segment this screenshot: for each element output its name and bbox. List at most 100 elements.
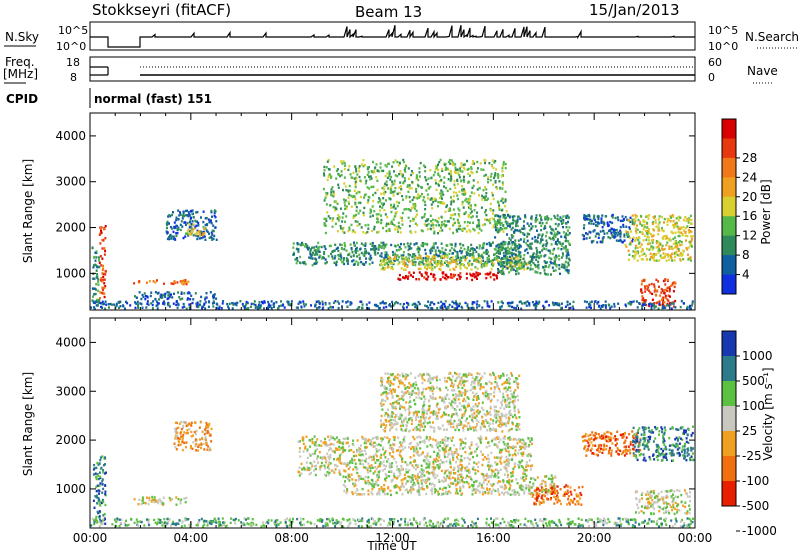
data-cell (420, 255, 422, 257)
data-cell (586, 237, 588, 239)
data-cell (422, 242, 424, 244)
data-cell (405, 468, 407, 470)
data-cell (395, 174, 397, 176)
data-cell (313, 461, 315, 463)
data-cell (351, 459, 353, 461)
data-cell (181, 428, 183, 430)
data-cell (414, 450, 416, 452)
data-cell (445, 211, 447, 213)
data-cell (504, 474, 506, 476)
data-cell (639, 246, 641, 248)
data-cell (348, 449, 350, 451)
data-cell (310, 253, 312, 255)
data-cell (181, 280, 183, 282)
data-cell (514, 265, 516, 267)
data-cell (509, 259, 511, 261)
data-cell (322, 442, 324, 444)
data-cell (489, 218, 491, 220)
data-cell (675, 222, 677, 224)
data-cell (432, 274, 434, 276)
data-cell (299, 467, 301, 469)
data-cell (472, 252, 474, 254)
data-cell (439, 268, 441, 270)
data-cell (430, 252, 432, 254)
data-cell (644, 285, 646, 287)
data-cell (467, 221, 469, 223)
data-cell (98, 284, 100, 286)
data-cell (394, 187, 396, 189)
data-cell (519, 464, 521, 466)
data-cell (197, 306, 199, 308)
data-cell (545, 245, 547, 247)
data-cell (378, 213, 380, 215)
data-cell (431, 258, 433, 260)
data-cell (439, 250, 441, 252)
data-cell (498, 229, 500, 231)
data-cell (95, 467, 97, 469)
data-cell (400, 173, 402, 175)
data-cell (665, 244, 667, 246)
data-cell (331, 255, 333, 257)
data-cell (625, 216, 627, 218)
data-cell (170, 499, 172, 501)
data-cell (492, 212, 494, 214)
data-cell (93, 500, 95, 502)
data-cell (186, 214, 188, 216)
data-cell (481, 464, 483, 466)
data-cell (328, 468, 330, 470)
data-cell (636, 300, 638, 302)
data-cell (393, 218, 395, 220)
data-cell (430, 248, 432, 250)
data-cell (404, 257, 406, 259)
data-cell (531, 443, 533, 445)
data-cell (390, 207, 392, 209)
data-cell (214, 212, 216, 214)
data-cell (381, 440, 383, 442)
data-cell (376, 163, 378, 165)
data-cell (466, 466, 468, 468)
data-cell (619, 235, 621, 237)
data-cell (645, 255, 647, 257)
data-cell (613, 303, 615, 305)
data-cell (481, 306, 483, 308)
data-cell (182, 306, 184, 308)
data-cell (548, 257, 550, 259)
data-cell (535, 304, 537, 306)
data-cell (363, 196, 365, 198)
data-cell (372, 194, 374, 196)
data-cell (205, 436, 207, 438)
data-cell (518, 216, 520, 218)
data-cell (568, 216, 570, 218)
data-cell (492, 273, 494, 275)
data-cell (92, 296, 94, 298)
data-cell (542, 222, 544, 224)
data-cell (687, 254, 689, 256)
data-cell (485, 273, 487, 275)
data-cell (597, 232, 599, 234)
data-cell (162, 502, 164, 504)
data-cell (96, 266, 98, 268)
data-cell (497, 174, 499, 176)
data-cell (511, 266, 513, 268)
data-cell (369, 212, 371, 214)
data-cell (464, 213, 466, 215)
data-cell (445, 274, 447, 276)
data-cell (421, 468, 423, 470)
data-cell (103, 287, 105, 289)
data-cell (158, 298, 160, 300)
data-cell (297, 260, 299, 262)
data-cell (199, 303, 201, 305)
data-cell (460, 468, 462, 470)
data-cell (456, 179, 458, 181)
data-cell (648, 303, 650, 305)
data-cell (449, 261, 451, 263)
data-cell (566, 253, 568, 255)
data-cell (147, 296, 149, 298)
data-cell (485, 277, 487, 279)
data-cell (404, 265, 406, 267)
data-cell (450, 172, 452, 174)
data-cell (371, 464, 373, 466)
data-cell (95, 486, 97, 488)
data-cell (372, 205, 374, 207)
data-cell (442, 202, 444, 204)
